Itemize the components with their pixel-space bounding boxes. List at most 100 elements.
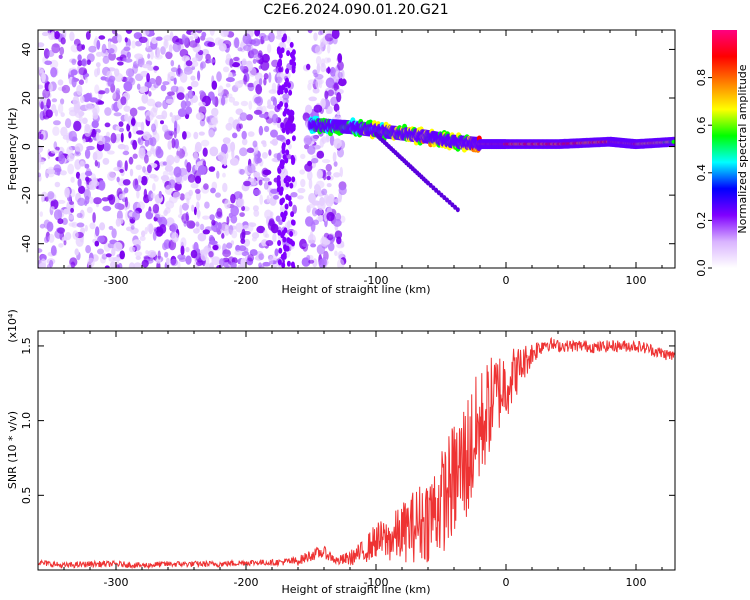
spectrogram-noise-blob — [131, 116, 136, 127]
spectrogram-noise-blob — [152, 230, 157, 241]
spectrogram-noise-blob — [146, 72, 151, 83]
spectrogram-noise-blob — [312, 144, 321, 150]
spectrogram-noise-blob — [239, 112, 248, 121]
spectrogram-streak-blob — [282, 253, 287, 260]
spectrogram-noise-blob — [38, 145, 44, 153]
spectrogram-noise-blob — [256, 157, 262, 164]
spectrogram-noise-blob — [163, 39, 169, 49]
spectrogram-noise-blob — [325, 67, 331, 74]
spectrogram-noise-blob — [337, 147, 344, 158]
spectrogram-noise-blob — [97, 248, 104, 255]
spectrogram-noise-blob — [153, 82, 159, 89]
spectrogram-noise-blob — [211, 80, 218, 90]
spectrogram-noise-blob — [235, 222, 244, 233]
spectrogram-noise-blob — [145, 110, 154, 122]
spectrogram-noise-blob — [199, 223, 205, 231]
spectrogram-noise-blob — [209, 214, 215, 221]
spectrogram-noise-blob — [91, 128, 97, 138]
spectrogram-noise-blob — [195, 188, 201, 194]
spectrogram-noise-blob — [314, 73, 324, 80]
spectrogram-noise-blob — [160, 120, 164, 125]
spectrogram-noise-blob — [61, 217, 68, 225]
spectrogram-noise-blob — [67, 163, 75, 175]
spectrogram-noise-blob — [144, 154, 149, 164]
spectrogram-noise-blob — [96, 135, 106, 145]
spectrogram-noise-blob — [234, 250, 243, 256]
spectrogram-noise-blob — [58, 243, 64, 248]
spectrogram-noise-blob — [56, 168, 61, 176]
spectrogram-noise-blob — [123, 81, 133, 92]
spectrogram-noise-blob — [221, 143, 228, 155]
spectrogram-noise-blob — [68, 214, 74, 220]
spectrogram-noise-blob — [308, 30, 313, 34]
spectrogram-noise-blob — [60, 170, 67, 176]
spectrogram-noise-blob — [107, 150, 115, 155]
spectrogram-noise-blob — [248, 100, 253, 111]
spectrogram-noise-blob — [81, 58, 88, 67]
spectrogram-noise-blob — [195, 112, 205, 121]
spectrogram-streak-blob — [286, 50, 291, 57]
spectrogram-noise-blob — [177, 64, 181, 75]
spectrogram-noise-blob — [133, 262, 142, 268]
spectrogram-noise-blob — [53, 209, 63, 221]
spectrogram-noise-blob — [77, 54, 82, 62]
spectrogram-noise-blob — [307, 83, 312, 91]
spectrogram-noise-blob — [196, 210, 201, 218]
spectrogram-noise-blob — [131, 40, 136, 49]
spectrogram-noise-blob — [275, 215, 281, 222]
spectrogram-noise-blob — [101, 253, 108, 260]
spectrogram-noise-blob — [217, 151, 226, 162]
spectrogram-noise-blob — [276, 134, 285, 141]
spectrogram-noise-blob — [153, 65, 160, 71]
spectrogram-noise-blob — [282, 93, 290, 100]
spectrogram-noise-blob — [181, 33, 186, 41]
spectrogram-noise-blob — [190, 80, 199, 88]
spectrogram-noise-blob — [101, 197, 110, 202]
spectrogram-noise-blob — [196, 30, 203, 34]
spectrogram-noise-blob — [132, 210, 141, 221]
spectrogram-noise-blob — [174, 138, 179, 149]
spectrogram-noise-blob — [297, 195, 304, 200]
spectrogram-noise-blob — [47, 191, 55, 200]
spectrogram-noise-blob — [185, 106, 193, 115]
spectrogram-noise-blob — [185, 255, 192, 265]
spectrogram-noise-blob — [191, 57, 199, 62]
spectrogram-noise-blob — [185, 246, 190, 253]
spectrogram-noise-blob — [39, 133, 44, 140]
spectrogram-noise-blob — [54, 181, 61, 188]
snr-y-scale-label: (x10⁴) — [6, 309, 19, 343]
spectrogram-noise-blob — [107, 242, 115, 249]
spectrogram-noise-blob — [138, 138, 144, 146]
spectrogram-noise-blob — [306, 205, 311, 214]
spectrogram-noise-blob — [147, 53, 151, 59]
spectrogram-noise-blob — [141, 259, 149, 268]
spectrogram-noise-blob — [292, 204, 297, 214]
spectrogram-noise-blob — [97, 100, 105, 105]
spectrogram-noise-blob — [88, 180, 97, 191]
spectrogram-noise-blob — [243, 74, 248, 85]
spectrogram-noise-blob — [212, 95, 216, 105]
spectrogram-noise-blob — [207, 41, 216, 48]
spectrogram-noise-blob — [107, 48, 115, 54]
spectrogram-noise-blob — [141, 175, 148, 186]
spectrogram-noise-blob — [333, 138, 342, 149]
spectrogram-streak-blob — [280, 211, 285, 218]
spectrogram-noise-blob — [142, 63, 151, 69]
spectrogram-noise-blob — [98, 35, 106, 40]
spectrogram-noise-blob — [256, 225, 266, 234]
spectrogram-noise-blob — [316, 63, 321, 74]
spectrogram-streak-blob — [286, 260, 291, 267]
spectrogram-noise-blob — [72, 230, 79, 240]
spectrogram-noise-blob — [207, 58, 216, 64]
spectrogram-noise-blob — [243, 180, 252, 187]
spectrogram-noise-blob — [85, 176, 90, 182]
spectrogram-noise-blob — [222, 172, 226, 178]
spectrogram-noise-blob — [336, 110, 340, 116]
spectrogram-noise-blob — [216, 170, 220, 179]
spectrogram-noise-blob — [49, 59, 59, 69]
spectrogram-noise-blob — [154, 101, 162, 108]
spectrogram-noise-blob — [321, 188, 328, 196]
spectrogram-noise-blob — [43, 48, 50, 59]
spectrogram-noise-blob — [309, 231, 314, 241]
spectrogram-noise-blob — [290, 192, 298, 198]
